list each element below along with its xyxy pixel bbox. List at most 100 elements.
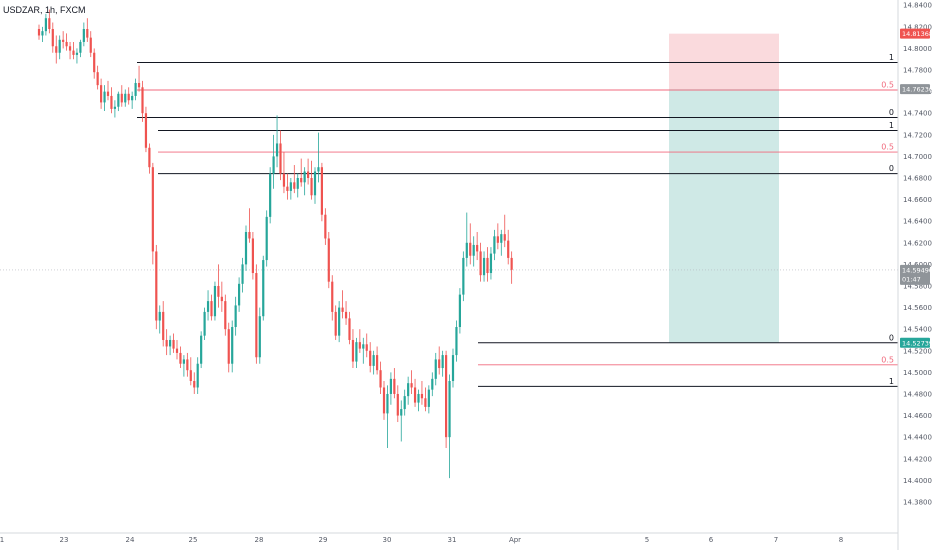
candle-body	[186, 359, 189, 371]
candle-body	[441, 355, 444, 369]
candle-body	[234, 305, 237, 328]
candle-body	[493, 236, 496, 254]
candle-body	[210, 301, 213, 317]
candle-body	[196, 363, 199, 388]
candle-body	[151, 167, 154, 252]
take-profit-zone[interactable]	[669, 89, 779, 343]
candle-body	[472, 244, 475, 256]
candle-body	[238, 283, 241, 306]
candle-body	[355, 342, 358, 362]
stop-loss-zone[interactable]	[669, 33, 779, 90]
current-price-badge-text: 01:47	[902, 275, 921, 283]
time-tick-label: 31	[448, 536, 457, 544]
price-tick-label: 14.50000	[903, 369, 932, 377]
candle-body	[269, 173, 272, 217]
candle-body	[220, 296, 223, 302]
target-price-badge	[900, 337, 930, 348]
time-tick-label: 30	[383, 536, 392, 544]
candle-body	[469, 242, 472, 256]
candle-body	[227, 329, 230, 364]
candle-body	[113, 106, 116, 109]
entry-price-badge	[900, 84, 930, 95]
candle-body	[213, 285, 217, 317]
candle-body	[296, 178, 299, 189]
price-tick-label: 14.70000	[903, 153, 932, 161]
candle-body	[262, 260, 265, 317]
candle-body	[55, 46, 58, 53]
fib-level-label: 0	[889, 164, 894, 173]
fib-level-label: 0	[889, 108, 894, 117]
candle-body	[172, 339, 175, 349]
price-tick-label: 14.46000	[903, 412, 932, 420]
candle-body	[82, 28, 85, 42]
candle-body	[341, 307, 344, 312]
candle-body	[275, 143, 279, 157]
candle-body	[438, 359, 441, 369]
candle-body	[431, 378, 434, 390]
candle-body	[496, 236, 499, 243]
price-tick-label: 14.72000	[903, 131, 932, 139]
candle-body	[320, 167, 323, 215]
price-tick-label: 14.56000	[903, 304, 932, 312]
candle-body	[175, 348, 179, 353]
time-tick-label: 6	[709, 536, 714, 544]
time-tick-label: 23	[60, 536, 69, 544]
candle-body	[158, 311, 161, 321]
candle-body	[193, 381, 196, 388]
candle-body	[44, 18, 47, 32]
time-tick-label: 28	[255, 536, 264, 544]
candle-body	[407, 383, 410, 397]
candle-body	[255, 273, 258, 358]
candle-body	[424, 398, 427, 407]
candle-body	[445, 355, 448, 438]
candle-body	[141, 87, 144, 114]
candle-body	[282, 173, 286, 187]
candle-body	[307, 171, 310, 179]
candle-body	[369, 350, 372, 366]
candle-body	[96, 72, 99, 86]
candle-body	[503, 234, 506, 241]
candle-body	[510, 257, 513, 270]
candle-body	[476, 244, 479, 252]
candle-body	[65, 41, 68, 47]
symbol-label: USDZAR, 1h, FXCM	[3, 5, 86, 15]
candle-body	[110, 95, 113, 109]
fib-level-label: 1	[889, 121, 894, 130]
position-zones	[669, 33, 779, 343]
candle-body	[289, 182, 292, 191]
price-tick-label: 14.68000	[903, 175, 932, 183]
candle-body	[303, 171, 306, 183]
candle-body	[169, 339, 172, 347]
time-tick-label: 25	[189, 536, 198, 544]
time-axis[interactable]: 1 23 24 25 28 29 30 31 Apr 5 6 7 8	[0, 536, 843, 544]
candle-body	[79, 41, 82, 53]
candle-body	[393, 378, 396, 394]
fib-level-label: 0.5	[881, 143, 894, 152]
candle-body	[396, 393, 399, 416]
candle-body	[417, 393, 420, 403]
candle-body	[41, 31, 44, 36]
candle-body	[106, 91, 110, 96]
candle-body	[244, 231, 248, 265]
candle-body	[189, 370, 192, 382]
candle-body	[338, 307, 341, 336]
fib-level-label: 1	[889, 377, 894, 386]
candle-body	[331, 281, 334, 312]
candle-body	[241, 264, 244, 284]
price-tick-label: 14.48000	[903, 390, 932, 398]
candle-body	[479, 251, 482, 276]
current-price-badge	[900, 264, 930, 285]
candle-body	[203, 311, 206, 336]
candle-body	[286, 186, 289, 191]
candle-body	[376, 355, 379, 371]
candle-body	[324, 214, 327, 239]
candle-body	[124, 93, 127, 103]
candle-body	[351, 339, 355, 362]
fib-level-label: 1	[889, 53, 894, 62]
price-tick-label: 14.64000	[903, 218, 932, 226]
candle-body	[334, 311, 337, 336]
candle-body	[248, 231, 251, 239]
time-tick-label: 7	[774, 536, 778, 544]
